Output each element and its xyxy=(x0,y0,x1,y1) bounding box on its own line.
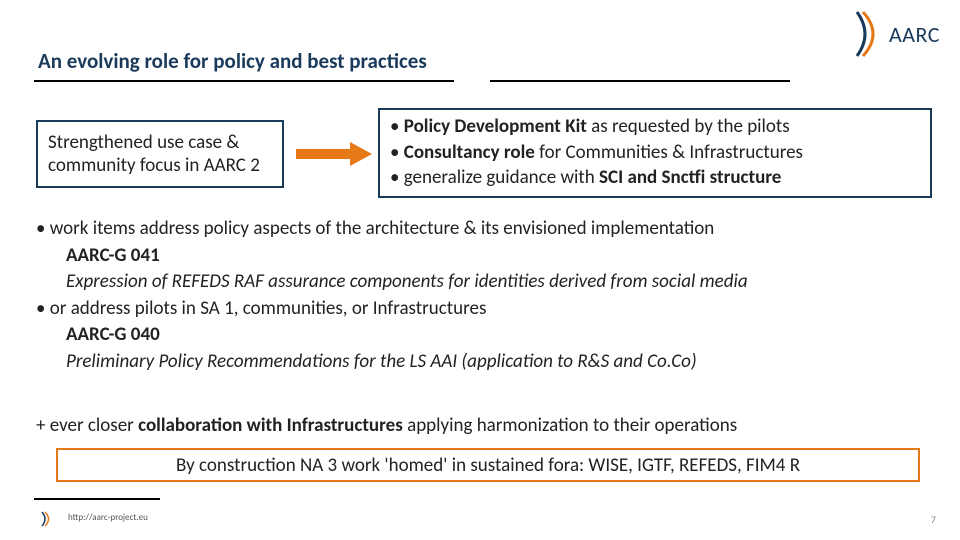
body-text: • work items address policy aspects of t… xyxy=(36,216,948,376)
right-box-line2: • Consultancy role for Communities & Inf… xyxy=(390,140,920,166)
body-line6: Preliminary Policy Recommendations for t… xyxy=(36,349,948,376)
orange-box: By construction NA 3 work 'homed' in sus… xyxy=(56,448,920,482)
right-box-line1: • Policy Development Kit as requested by… xyxy=(390,114,920,140)
left-box: Strengthened use case & community focus … xyxy=(36,120,284,188)
right-box-line3: • generalize guidance with SCI and Snctf… xyxy=(390,165,920,191)
logo-arc-icon xyxy=(849,10,885,58)
body-line5: AARC-G 040 xyxy=(36,322,948,349)
title-underline xyxy=(34,80,454,82)
body-line3: Expression of REFEDS RAF assurance compo… xyxy=(36,269,948,296)
footer-url: http://aarc-project.eu xyxy=(68,512,148,523)
body-line4: • or address pilots in SA 1, communities… xyxy=(36,296,948,323)
left-box-text: Strengthened use case & community focus … xyxy=(48,131,272,177)
body-line2: AARC-G 041 xyxy=(36,243,948,270)
arrow-icon xyxy=(296,142,372,166)
body-line1: • work items address policy aspects of t… xyxy=(36,216,948,243)
logo: AARC xyxy=(849,10,940,58)
orange-box-text: By construction NA 3 work 'homed' in sus… xyxy=(176,454,800,477)
page-title: An evolving role for policy and best pra… xyxy=(38,48,427,74)
title-underline-2 xyxy=(490,80,790,82)
logo-text: AARC xyxy=(889,21,940,48)
right-box: • Policy Development Kit as requested by… xyxy=(378,108,932,198)
closer-line: + ever closer collaboration with Infrast… xyxy=(36,414,737,437)
page-number: 7 xyxy=(931,513,936,526)
footer-logo-icon xyxy=(38,510,56,528)
footer-line xyxy=(34,498,160,500)
